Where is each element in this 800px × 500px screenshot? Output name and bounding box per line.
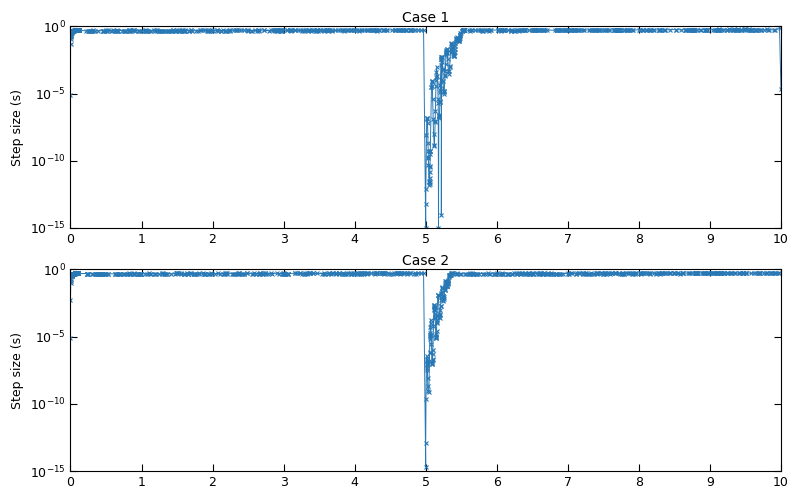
Title: Case 2: Case 2: [402, 254, 450, 268]
Title: Case 1: Case 1: [402, 11, 450, 25]
Y-axis label: Step size (s): Step size (s): [11, 88, 24, 166]
Y-axis label: Step size (s): Step size (s): [11, 332, 24, 408]
